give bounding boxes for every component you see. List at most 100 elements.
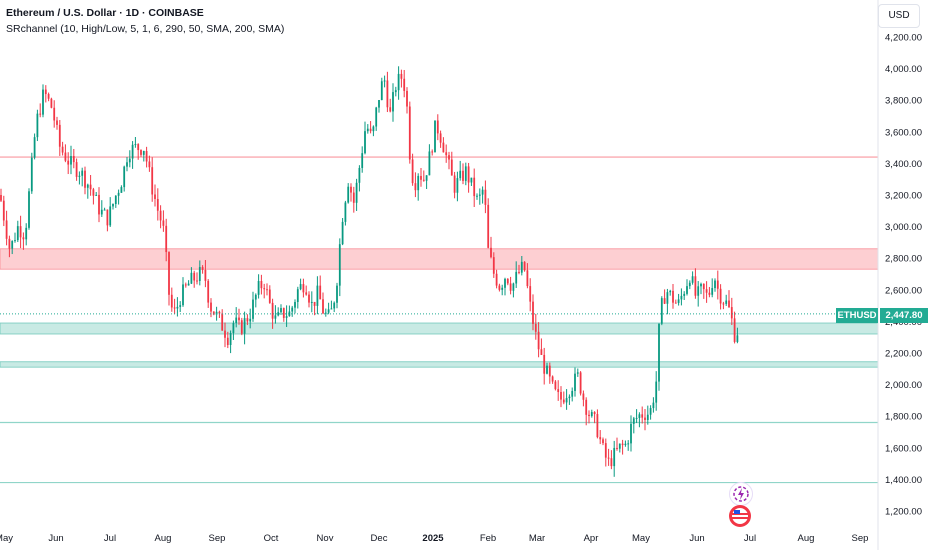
- candle-body: [459, 170, 462, 179]
- candle: [610, 450, 613, 470]
- candle: [529, 278, 532, 312]
- candle-body: [106, 209, 109, 226]
- candle: [154, 184, 156, 207]
- candle: [431, 149, 434, 156]
- candle: [89, 174, 92, 196]
- candle-body: [406, 90, 408, 107]
- candle: [495, 269, 498, 289]
- candle-body: [277, 312, 280, 316]
- candle: [711, 278, 714, 298]
- candle-body: [378, 100, 380, 108]
- candle-body: [389, 107, 392, 112]
- candle-body: [75, 162, 78, 177]
- event-icon[interactable]: [729, 482, 753, 506]
- candle-body: [436, 120, 439, 134]
- candle: [453, 171, 456, 199]
- candle: [266, 283, 268, 296]
- candle: [344, 200, 347, 226]
- candle-body: [638, 414, 641, 418]
- candle: [417, 173, 420, 201]
- candle: [296, 286, 299, 309]
- y-tick-label: 3,200.00: [885, 191, 922, 202]
- candle: [319, 275, 322, 300]
- candle-body: [663, 298, 666, 304]
- candle-body: [691, 276, 694, 283]
- candle-body: [672, 290, 674, 303]
- candle-body: [644, 417, 646, 421]
- candle: [131, 141, 134, 169]
- candle-body: [579, 372, 582, 394]
- candle-body: [728, 300, 730, 308]
- candle: [103, 207, 106, 211]
- candle: [260, 274, 263, 295]
- candle-body: [30, 157, 33, 192]
- candle-body: [526, 270, 529, 287]
- candle: [375, 106, 378, 131]
- currency-button[interactable]: USD: [878, 4, 920, 28]
- candle-body: [610, 458, 613, 467]
- candle: [630, 415, 632, 452]
- candle: [512, 282, 515, 298]
- candle-body: [173, 307, 176, 309]
- candle-body: [618, 443, 621, 449]
- candle-body: [529, 286, 532, 302]
- candle-body: [182, 284, 184, 306]
- candle: [50, 97, 53, 109]
- candle: [439, 130, 442, 148]
- candle: [75, 158, 78, 181]
- candle-body: [554, 381, 557, 390]
- candle: [414, 172, 417, 198]
- candle: [355, 178, 358, 211]
- candle: [571, 387, 574, 402]
- candle: [565, 389, 568, 410]
- candle: [574, 367, 576, 397]
- candle-body: [327, 309, 330, 313]
- candle-body: [658, 323, 660, 382]
- candle: [106, 209, 109, 232]
- candle-body: [490, 247, 492, 258]
- candle-body: [627, 443, 630, 445]
- candle-body: [515, 271, 518, 284]
- economic-event-icon[interactable]: [729, 505, 751, 527]
- candle-body: [540, 349, 543, 355]
- candle-body: [198, 267, 201, 282]
- candle: [593, 411, 596, 424]
- candle-body: [607, 457, 610, 459]
- candle-body: [207, 280, 210, 303]
- candle-body: [565, 398, 568, 403]
- plot-area-background: [0, 0, 878, 550]
- candle: [428, 144, 431, 176]
- candle-body: [546, 365, 548, 374]
- price-axis[interactable]: 1,200.00 1,400.00 1,600.00 1,800.00 2,000.00…: [885, 33, 922, 518]
- candle-body: [501, 287, 504, 290]
- candle: [86, 183, 89, 199]
- x-tick-label: Mar: [529, 533, 545, 544]
- candle: [635, 409, 638, 424]
- indicator-label[interactable]: SRchannel (10, High/Low, 5, 1, 6, 290, 5…: [6, 23, 285, 35]
- candle: [616, 437, 618, 451]
- candle: [282, 307, 285, 322]
- candle: [246, 314, 249, 326]
- candle-body: [14, 240, 16, 242]
- candle: [649, 405, 652, 420]
- candle-body: [193, 272, 196, 281]
- candle: [14, 232, 16, 243]
- candle: [383, 75, 386, 88]
- candle: [56, 116, 58, 130]
- candle: [369, 121, 372, 134]
- candle: [736, 327, 739, 344]
- time-axis[interactable]: May Jun Jul Aug Sep Oct Nov Dec 2025 Feb Mar Apr May…: [0, 533, 868, 544]
- candle: [193, 270, 196, 288]
- candle-body: [224, 330, 226, 338]
- candle: [481, 186, 484, 204]
- candle: [394, 86, 397, 97]
- candle-body: [442, 142, 445, 153]
- candle: [425, 175, 428, 189]
- candle: [627, 440, 630, 451]
- candle: [47, 92, 50, 102]
- x-tick-label: Aug: [798, 533, 815, 544]
- candle: [632, 416, 635, 434]
- candle: [708, 286, 711, 298]
- candle: [478, 188, 481, 205]
